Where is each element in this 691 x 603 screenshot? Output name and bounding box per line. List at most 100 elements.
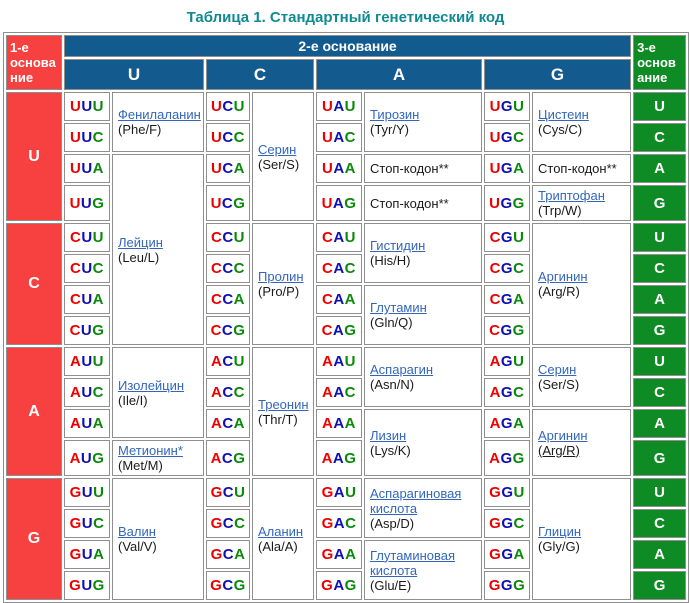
codon-UAA: UAA [316, 154, 362, 183]
amino-cell-glutamine: Глутамин (Gln/Q) [364, 285, 482, 345]
nucleotide-pos-3: A [233, 160, 246, 177]
codon-row: CUA CCA CAA Глутамин (Gln/Q) CGA A [6, 285, 687, 345]
amino-link-serine-2[interactable]: Серин [538, 362, 577, 377]
amino-link-lysine[interactable]: Лизин [370, 427, 407, 443]
nucleotide-pos-1: A [69, 384, 82, 401]
nucleotide-pos-3: G [233, 577, 246, 594]
amino-cell-lysine: Лизин (Lys/K) [364, 409, 482, 476]
amino-cell-proline: Пролин (Pro/P) [252, 223, 314, 345]
third-base-cell: U [633, 478, 687, 507]
third-base-cell: A [633, 285, 687, 314]
nucleotide-pos-1: C [321, 291, 334, 308]
amino-code-glutamic-acid: (Glu/E) [370, 577, 412, 593]
nucleotide-pos-1: U [321, 98, 334, 115]
amino-link-methionine[interactable]: Метионин* [118, 443, 183, 458]
amino-link-histidine[interactable]: Гистидин [370, 238, 426, 253]
nucleotide-pos-1: C [321, 229, 334, 246]
nucleotide-pos-3: A [92, 291, 105, 308]
nucleotide-pos-3: C [92, 260, 105, 277]
nucleotide-pos-1: A [69, 449, 81, 467]
amino-link-glycine[interactable]: Глицин [538, 524, 582, 539]
nucleotide-pos-3: U [234, 484, 246, 501]
first-base-G: G [6, 478, 62, 600]
nucleotide-pos-1: G [321, 546, 334, 563]
nucleotide-pos-2: C [222, 353, 234, 370]
third-base-cell: A [633, 409, 687, 438]
nucleotide-pos-1: G [69, 577, 82, 594]
codon-row: C CUU CCU Пролин (Pro/P) CAU Гистидин (H… [6, 223, 687, 345]
codon-row: UUG UCG UAG Стоп-кодон** UGG Триптофан (… [6, 185, 687, 221]
nucleotide-pos-1: G [321, 484, 334, 501]
nucleotide-pos-2: U [81, 291, 93, 308]
amino-link-proline[interactable]: Пролин [258, 269, 304, 284]
nucleotide-pos-2: A [333, 129, 345, 146]
nucleotide-pos-2: G [500, 322, 513, 339]
amino-link-serine[interactable]: Серин [258, 141, 297, 157]
amino-cell-arginine: Аргинин (Arg/R) [532, 223, 632, 345]
nucleotide-pos-3: U [93, 484, 105, 501]
nucleotide-pos-3: G [512, 322, 525, 339]
codon-CCU: CCU [206, 223, 250, 252]
amino-link-alanine[interactable]: Аланин [258, 524, 304, 539]
amino-link-tryptophan[interactable]: Триптофан [538, 188, 605, 203]
codon-ACU: ACU [206, 347, 250, 376]
codon-GCU: GCU [206, 478, 250, 507]
amino-code-arginine: (Arg/R) [538, 284, 580, 299]
amino-code-leucine: (Leu/L) [118, 249, 160, 265]
amino-link-asparagine[interactable]: Аспарагин [370, 362, 434, 377]
codon-AUA: AUA [64, 409, 110, 438]
codon-CUC: CUC [64, 254, 110, 283]
codon-UCA: UCA [206, 154, 250, 183]
amino-link-isoleucine[interactable]: Изолейцин [118, 377, 185, 393]
codon-GAC: GAC [316, 509, 362, 538]
third-base-cell: G [633, 185, 687, 221]
codon-AGG: AGG [484, 440, 530, 476]
nucleotide-pos-1: C [489, 291, 501, 308]
amino-link-arginine-2[interactable]: Аргинин [538, 427, 588, 443]
third-base-cell: A [633, 540, 687, 569]
nucleotide-pos-2: A [332, 322, 345, 339]
codon-CGG: CGG [484, 316, 530, 345]
header-row-1: 1-е основание 2-е основание 3-е основани… [6, 35, 687, 90]
amino-link-tyrosine[interactable]: Тирозин [370, 107, 420, 122]
nucleotide-pos-3: G [344, 322, 357, 339]
amino-code-glycine: (Gly/G) [538, 539, 580, 554]
nucleotide-pos-3: U [344, 98, 357, 115]
amino-link-phenylalanine[interactable]: Фенилаланин [118, 107, 201, 122]
nucleotide-pos-1: A [210, 353, 223, 370]
amino-code-cysteine: (Cys/C) [538, 122, 583, 137]
nucleotide-pos-1: C [210, 260, 223, 277]
nucleotide-pos-2: C [222, 229, 234, 246]
amino-code-serine-2: (Ser/S) [538, 377, 580, 392]
codon-GUA: GUA [64, 540, 110, 569]
amino-cell-leucine: Лейцин (Leu/L) [112, 154, 204, 345]
codon-CGU: CGU [484, 223, 530, 252]
nucleotide-pos-3: C [513, 260, 525, 277]
nucleotide-pos-2: A [333, 546, 346, 563]
amino-link-valine[interactable]: Валин [118, 524, 156, 539]
amino-link-threonine[interactable]: Треонин [258, 396, 309, 412]
nucleotide-pos-1: G [321, 515, 334, 532]
codon-AAU: AAU [316, 347, 362, 376]
amino-link-glutamine[interactable]: Глутамин [370, 300, 427, 315]
header-second-U: U [64, 59, 204, 90]
nucleotide-pos-3: U [92, 353, 105, 370]
amino-cell-serine: Серин (Ser/S) [252, 92, 314, 221]
page-title: Таблица 1. Стандартный генетический код [186, 9, 505, 26]
amino-link-arginine[interactable]: Аргинин [538, 269, 588, 284]
nucleotide-pos-1: A [489, 449, 501, 467]
amino-link-glutamic-acid[interactable]: Глутаминовая кислота [370, 547, 456, 578]
nucleotide-pos-2: G [500, 260, 514, 277]
amino-link-aspartic-acid[interactable]: Аспарагиновая кислота [370, 485, 462, 516]
nucleotide-pos-3: G [344, 577, 357, 594]
amino-code-threonine: (Thr/T) [258, 411, 298, 427]
nucleotide-pos-1: A [210, 449, 222, 467]
amino-link-leucine[interactable]: Лейцин [118, 234, 163, 250]
amino-code-valine: (Val/V) [118, 539, 157, 554]
header-first-base: 1-е основание [6, 35, 62, 90]
amino-cell-alanine: Аланин (Ala/A) [252, 478, 314, 600]
nucleotide-pos-2: U [81, 384, 93, 401]
amino-link-cysteine[interactable]: Цистеин [538, 107, 589, 122]
codon-CCC: CCC [206, 254, 250, 283]
codon-AUU: AUU [64, 347, 110, 376]
